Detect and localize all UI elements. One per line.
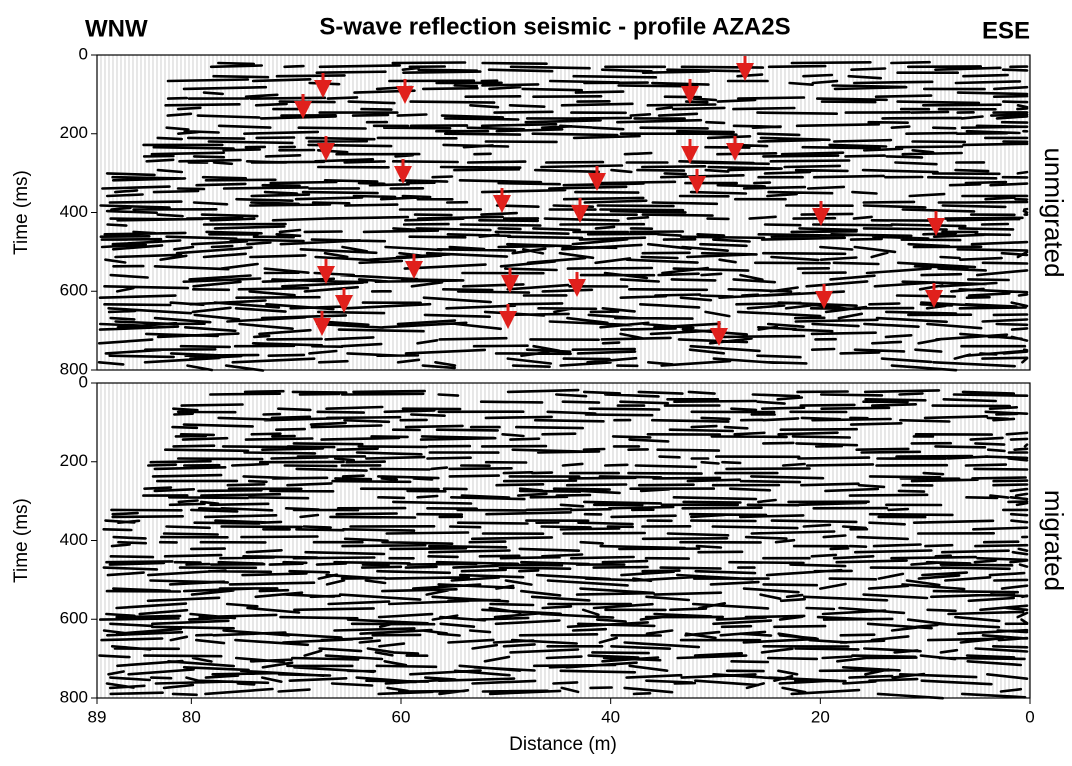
x-tick-label: 89 [88, 707, 107, 726]
x-tick-label: 80 [182, 707, 201, 726]
y-tick-label: 800 [60, 687, 88, 706]
x-axis-label: Distance (m) [509, 734, 617, 755]
y-tick-label: 600 [60, 281, 88, 300]
panel-label: migrated [1039, 490, 1069, 591]
x-tick-label: 40 [601, 707, 620, 726]
y-tick-label: 200 [60, 123, 88, 142]
x-tick-label: 0 [1025, 707, 1034, 726]
right-direction: ESE [982, 17, 1030, 44]
seismic-reflections [97, 60, 1029, 372]
panel-label: unmigrated [1039, 147, 1069, 277]
y-tick-label: 800 [60, 359, 88, 378]
plot-background [97, 55, 1030, 370]
y-axis-label: Time (ms) [11, 170, 32, 255]
y-axis-label: Time (ms) [11, 498, 32, 583]
y-tick-label: 400 [60, 202, 88, 221]
y-tick-label: 400 [60, 530, 88, 549]
x-tick-label: 60 [392, 707, 411, 726]
y-tick-label: 200 [60, 451, 88, 470]
seismic-reflections [98, 388, 1029, 700]
left-direction: WNW [85, 15, 148, 42]
y-tick-label: 0 [79, 44, 88, 63]
x-tick-label: 20 [811, 707, 830, 726]
y-tick-label: 0 [79, 372, 88, 391]
y-tick-label: 600 [60, 609, 88, 628]
chart-title: S-wave reflection seismic - profile AZA2… [319, 13, 790, 40]
